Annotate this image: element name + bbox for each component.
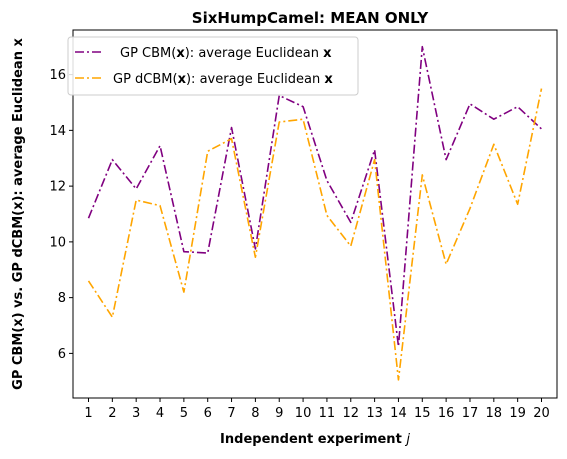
x-tick-label: 13	[366, 406, 383, 421]
x-tick-label: 15	[414, 406, 431, 421]
legend: GP CBM(x): average Euclidean x GP dCBM(x…	[67, 36, 359, 96]
x-tick-label: 4	[156, 406, 164, 421]
x-tick-label: 20	[533, 406, 550, 421]
x-tick-label: 6	[204, 406, 212, 421]
legend-entry-dcbm-mid: ): average Euclidean	[186, 72, 324, 87]
legend-box	[67, 36, 359, 96]
series-line-gp-dcbm	[87, 88, 543, 381]
x-axis: 1 2 3 4 5 6 7 8 9 10 11 12 13 14 15 16 17 18 19 20	[84, 398, 550, 421]
legend-entry-dcbm-bold2: x	[324, 72, 333, 87]
legend-entry-dcbm-pre: GP dCBM(	[113, 72, 178, 87]
x-tick-label: 1	[84, 406, 92, 421]
x-tick-label: 3	[132, 406, 140, 421]
plot-area	[87, 45, 543, 381]
x-axis-label: Independent experiment j	[220, 432, 410, 447]
x-tick-label: 17	[462, 406, 479, 421]
x-tick-label: 19	[509, 406, 526, 421]
y-axis-label: GP CBM(x) vs. GP dCBM(x): average Euclid…	[11, 38, 26, 390]
legend-entry-dcbm: GP dCBM(x): average Euclidean x	[113, 72, 333, 87]
y-tick-label: 6	[58, 347, 66, 362]
x-tick-label: 12	[342, 406, 359, 421]
x-tick-label: 10	[295, 406, 312, 421]
x-tick-label: 11	[319, 406, 336, 421]
legend-entry-cbm-bold2: x	[323, 46, 332, 61]
series-line-gp-cbm	[87, 45, 543, 348]
y-tick-label: 8	[58, 291, 66, 306]
chart-title: SixHumpCamel: MEAN ONLY	[192, 9, 430, 27]
y-axis: 6 8 10 12 14 16	[49, 68, 73, 362]
plot-frame	[72, 29, 558, 399]
y-tick-label: 16	[49, 68, 66, 83]
x-axis-label-main: Independent experiment	[220, 432, 406, 447]
x-tick-label: 5	[180, 406, 188, 421]
legend-entry-cbm-pre: GP CBM(	[120, 46, 176, 61]
x-tick-label: 8	[251, 406, 259, 421]
x-tick-label: 16	[438, 406, 455, 421]
x-tick-label: 18	[486, 406, 503, 421]
x-axis-label-variable: j	[404, 432, 410, 447]
legend-entry-cbm-bold1: x	[176, 46, 185, 61]
y-tick-label: 12	[49, 180, 66, 195]
x-tick-label: 2	[108, 406, 116, 421]
y-tick-label: 14	[49, 124, 66, 139]
x-tick-label: 7	[227, 406, 235, 421]
legend-entry-dcbm-bold1: x	[178, 72, 187, 87]
legend-entry-cbm: GP CBM(x): average Euclidean x	[120, 46, 332, 61]
legend-entry-cbm-mid: ): average Euclidean	[185, 46, 323, 61]
y-tick-label: 10	[49, 235, 66, 250]
x-tick-label: 9	[275, 406, 283, 421]
x-tick-label: 14	[390, 406, 407, 421]
